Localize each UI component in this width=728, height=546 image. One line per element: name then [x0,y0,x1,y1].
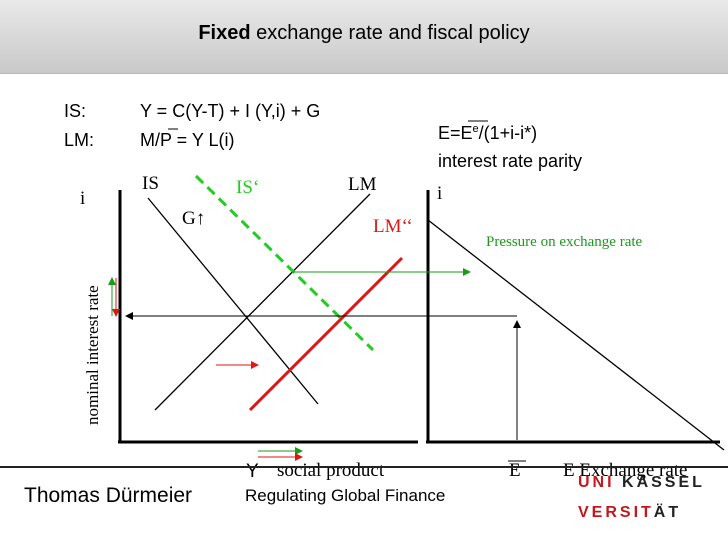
is-equation: Y = C(Y-T) + I (Y,i) + G [140,101,321,121]
lm-shifted-curve [248,256,404,412]
logo-kassel: KASSEL [622,474,705,491]
left-axis-y-label: Y [246,461,259,482]
right-axis-i-label: i [437,183,443,204]
lm-curve-label: LM [348,174,377,195]
lm-shift-label: LM‘‘ [373,216,413,237]
is-curve-label: IS [142,173,159,194]
interest-parity-curve [427,219,725,451]
parity-part-a: E=E [438,123,473,143]
university-logo: UNI KASSEL VERSITÄT [570,470,720,542]
parity-part-b: /(1+i-i*) [478,123,538,143]
government-spending-label: G↑ [182,208,205,230]
lm-curve [154,193,371,411]
logo-line-2: VERSITÄT [578,504,681,522]
left-axis-i-label: i [80,188,86,209]
title-bold: Fixed [198,22,251,44]
parity-caption: interest rate parity [438,151,583,171]
lm-equation: M/P = Y L(i) [140,130,235,150]
government-label: G [182,208,196,229]
is-equation-label: IS: [64,101,87,121]
footer-author: Thomas Dürmeier [24,484,193,507]
up-arrow-icon: ↑ [195,208,206,229]
logo-line-1: UNI KASSEL [578,474,705,492]
is-curve [147,197,319,405]
slide-title: Fixed exchange rate and fiscal policy [0,22,728,45]
logo-at: ÄT [653,504,682,521]
social-product-label: social product [277,460,385,481]
parity-equation: E=Ee/(1+i-i*) [438,123,537,144]
is-shifted-curve [194,174,375,352]
footer-divider [0,466,728,468]
parity-superscript: e [472,123,479,135]
is-shift-label: IS‘ [236,177,260,198]
logo-uni: UNI [578,474,615,491]
title-rest: exchange rate and fiscal policy [250,22,530,44]
e-bar-label: E [509,460,521,481]
y-axis-caption: nominal interest rate [83,285,102,425]
lm-equation-label: LM: [64,130,95,150]
title-bar: Fixed exchange rate and fiscal policy [0,0,728,74]
footer-course: Regulating Global Finance [245,486,446,505]
exchange-rate-label: E Exchange rate [563,460,688,481]
pressure-note: Pressure on exchange rate [486,234,643,250]
logo-versit: VERSIT [578,504,654,521]
